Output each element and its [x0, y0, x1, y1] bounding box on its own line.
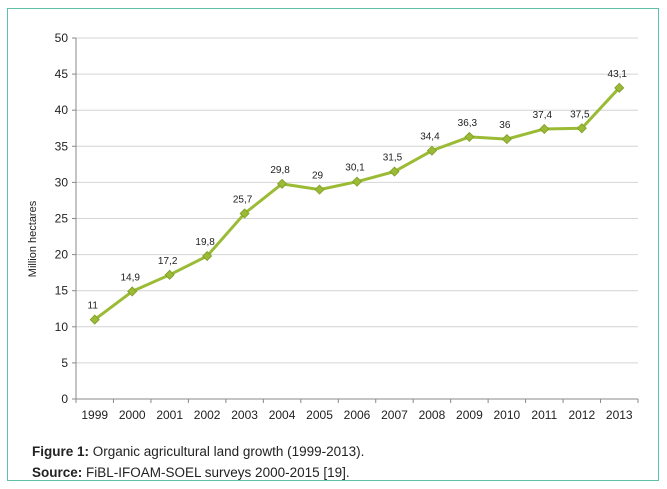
x-tick-label: 2002 [194, 408, 221, 422]
y-axis-label: Million hectares [27, 200, 39, 277]
y-tick-label: 20 [55, 248, 69, 262]
figure-text: Organic agricultural land growth (1999-2… [92, 444, 365, 459]
source-text: FiBL-IFOAM-SOEL surveys 2000-2015 [19]. [86, 465, 350, 480]
x-tick-label: 2013 [606, 408, 633, 422]
data-point [239, 208, 250, 219]
data-point [277, 178, 288, 189]
figure-label: Figure 1: [32, 444, 90, 459]
data-point [539, 123, 550, 135]
data-point [501, 134, 512, 145]
gridlines [76, 37, 638, 364]
y-tick-label: 10 [55, 320, 69, 334]
y-tick-label: 25 [55, 212, 69, 226]
line-chart: 0 5 10 15 20 25 30 35 40 45 50 1999 2000 2001 2002 200… [27, 31, 639, 422]
x-tick-label: 1999 [81, 408, 108, 422]
data-point [202, 250, 213, 262]
x-tick-label: 2011 [531, 408, 557, 422]
data-label: 29,8 [270, 165, 290, 176]
data-label: 31,5 [383, 153, 403, 164]
source-line: Source: FiBL-IFOAM-SOEL surveys 2000-201… [32, 462, 364, 483]
source-label: Source: [32, 465, 83, 480]
y-tick-label: 45 [55, 67, 69, 81]
data-label: 17,2 [158, 256, 178, 267]
figure-caption: Figure 1: Organic agricultural land grow… [32, 441, 364, 483]
data-label: 37,5 [570, 109, 590, 120]
data-label: 19,8 [195, 237, 215, 248]
series-line [89, 82, 625, 325]
data-label: 14,9 [120, 272, 140, 283]
data-point [576, 123, 587, 134]
data-label: 25,7 [233, 194, 253, 205]
figure-frame: 0 5 10 15 20 25 30 35 40 45 50 1999 2000 2001 2002 200… [7, 8, 659, 481]
data-point [614, 82, 625, 93]
x-tick-label: 2005 [306, 408, 333, 422]
y-tick-label: 35 [55, 139, 69, 153]
data-point [389, 166, 400, 177]
y-tick-label: 15 [55, 284, 69, 298]
y-axis: 0 5 10 15 20 25 30 35 40 45 50 [55, 31, 77, 406]
x-tick-label: 2008 [419, 408, 446, 422]
x-axis: 1999 2000 2001 2002 2003 2004 2005 2006 2007 2008… [75, 398, 639, 422]
data-label: 36 [499, 120, 511, 131]
data-label: 36,3 [458, 118, 478, 129]
data-label: 43,1 [608, 69, 628, 80]
data-point [426, 145, 437, 156]
y-tick-label: 50 [55, 31, 69, 45]
x-tick-label: 2004 [269, 408, 296, 422]
data-point [351, 176, 363, 187]
x-tick-label: 2000 [119, 408, 146, 422]
series-polyline [93, 86, 621, 321]
data-point [89, 314, 100, 325]
x-tick-label: 2012 [568, 408, 595, 422]
x-tick-label: 2006 [344, 408, 371, 422]
x-tick-label: 2009 [456, 408, 483, 422]
data-point [464, 131, 475, 142]
y-tick-label: 5 [61, 356, 68, 370]
data-label: 11 [88, 301, 99, 312]
data-labels: 11 14,9 17,2 19,8 25,7 29,8 29 30,1 31,5 34,4 36,3… [88, 69, 628, 312]
caption-line: Figure 1: Organic agricultural land grow… [32, 441, 364, 462]
x-tick-label: 2003 [231, 408, 258, 422]
x-tick-label: 2001 [156, 408, 183, 422]
data-label: 29 [312, 171, 324, 182]
y-tick-label: 0 [61, 392, 68, 406]
y-tick-label: 30 [55, 175, 69, 189]
data-label: 30,1 [345, 163, 365, 174]
data-point [164, 269, 175, 280]
x-tick-label: 2010 [494, 408, 521, 422]
x-tick-label: 2007 [381, 408, 408, 422]
y-tick-label: 40 [55, 103, 69, 117]
data-label: 34,4 [420, 132, 440, 143]
data-label: 37,4 [533, 110, 553, 121]
data-point [127, 286, 138, 297]
data-point [314, 184, 325, 195]
